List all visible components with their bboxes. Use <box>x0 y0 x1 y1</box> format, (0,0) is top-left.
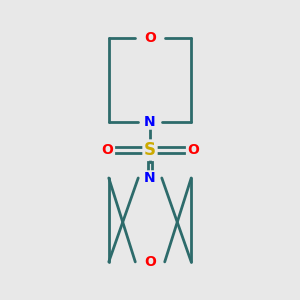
Text: N: N <box>144 115 156 129</box>
Text: O: O <box>144 31 156 45</box>
Text: O: O <box>144 255 156 269</box>
Text: S: S <box>144 141 156 159</box>
Text: O: O <box>187 143 199 157</box>
Text: O: O <box>101 143 113 157</box>
Text: N: N <box>144 171 156 185</box>
